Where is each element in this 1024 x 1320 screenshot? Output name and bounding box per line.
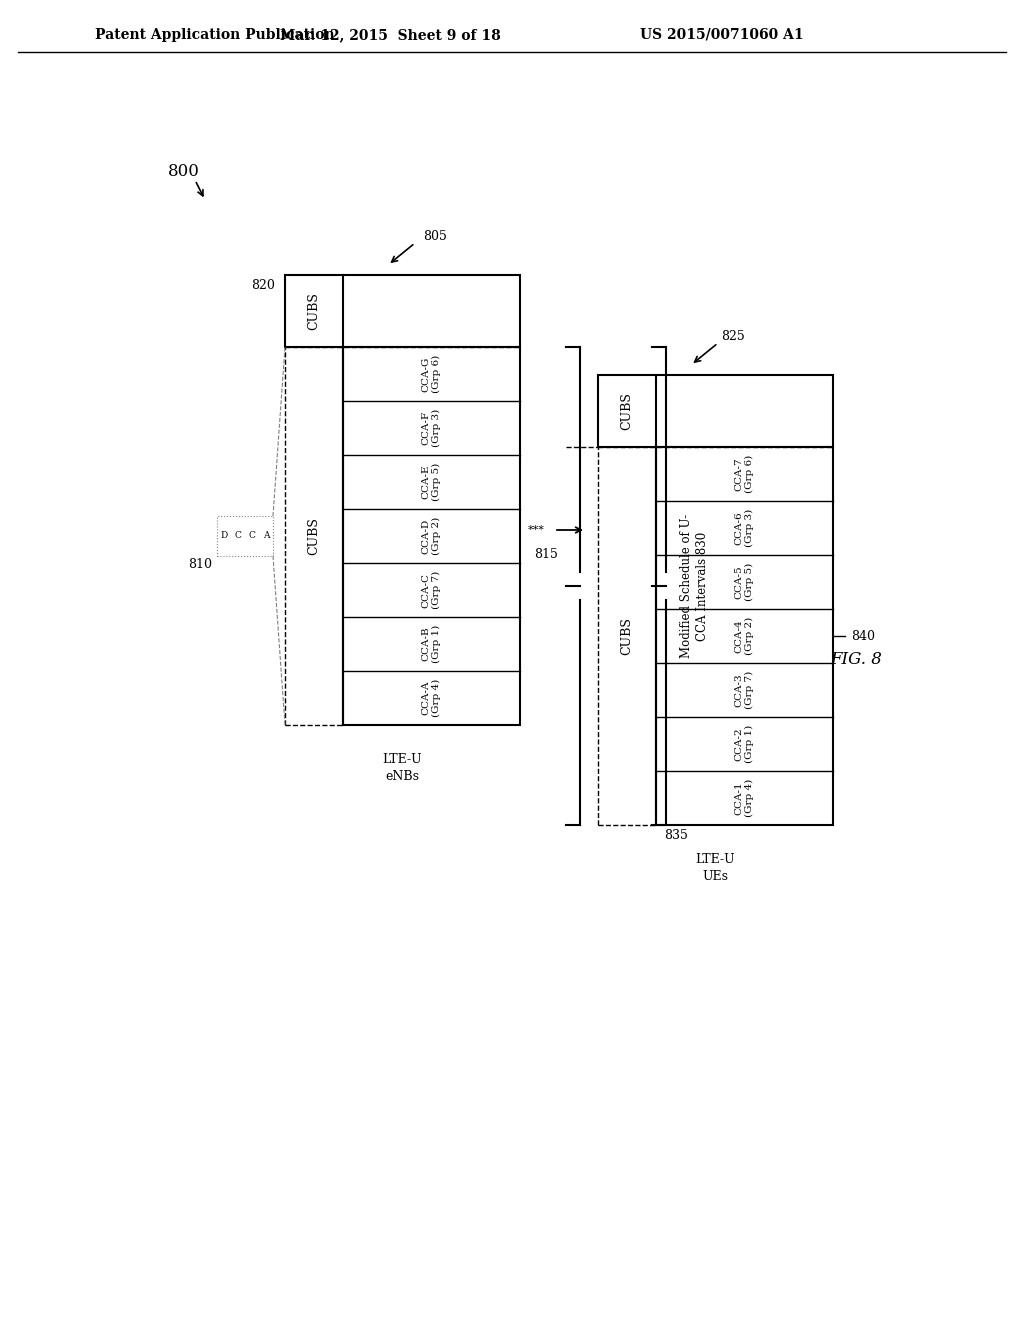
Text: CCA-B
(Grp 1): CCA-B (Grp 1) [422,624,441,663]
Text: C: C [234,532,242,540]
Text: CUBS: CUBS [621,392,634,430]
Bar [598,375,833,447]
Text: 820: 820 [251,279,275,292]
Text: CUBS: CUBS [621,616,634,655]
Text: Modified Schedule of U-
CCA Intervals 830: Modified Schedule of U- CCA Intervals 83… [680,513,709,659]
Text: CCA-4
(Grp 2): CCA-4 (Grp 2) [735,616,755,655]
Text: ***: *** [528,525,545,535]
Text: 840: 840 [851,630,874,643]
Text: CCA-3
(Grp 7): CCA-3 (Grp 7) [735,671,755,709]
Text: 810: 810 [188,558,212,572]
Bar [343,347,520,725]
Text: C: C [249,532,255,540]
Text: CCA-E
(Grp 5): CCA-E (Grp 5) [422,463,441,502]
Text: CCA-6
(Grp 3): CCA-6 (Grp 3) [735,510,755,546]
Text: CCA-F
(Grp 3): CCA-F (Grp 3) [422,409,441,447]
Text: CCA-A
(Grp 4): CCA-A (Grp 4) [422,678,441,717]
Text: FIG. 8: FIG. 8 [830,652,882,668]
Text: 815: 815 [534,548,558,561]
Text: CUBS: CUBS [307,292,321,330]
Text: D: D [220,532,227,540]
Text: CCA-G
(Grp 6): CCA-G (Grp 6) [422,355,441,393]
Bar [217,516,273,556]
Text: 835: 835 [664,829,688,842]
Text: A: A [263,532,269,540]
Text: US 2015/0071060 A1: US 2015/0071060 A1 [640,28,804,42]
Text: LTE-U
eNBs: LTE-U eNBs [383,752,422,783]
Text: CCA-D
(Grp 2): CCA-D (Grp 2) [422,517,441,556]
Text: CCA-5
(Grp 5): CCA-5 (Grp 5) [735,562,755,601]
Text: CCA-7
(Grp 6): CCA-7 (Grp 6) [735,455,755,494]
Text: CUBS: CUBS [307,517,321,554]
Text: 805: 805 [423,231,446,243]
Text: LTE-U
UEs: LTE-U UEs [695,853,735,883]
Text: 825: 825 [721,330,744,343]
Text: 800: 800 [168,164,200,181]
Bar [656,447,833,825]
Bar [285,275,520,347]
Text: CCA-C
(Grp 7): CCA-C (Grp 7) [422,570,441,609]
Text: Patent Application Publication: Patent Application Publication [95,28,335,42]
Text: CCA-1
(Grp 4): CCA-1 (Grp 4) [735,779,755,817]
Text: Mar. 12, 2015  Sheet 9 of 18: Mar. 12, 2015 Sheet 9 of 18 [280,28,501,42]
Text: CCA-2
(Grp 1): CCA-2 (Grp 1) [735,725,755,763]
